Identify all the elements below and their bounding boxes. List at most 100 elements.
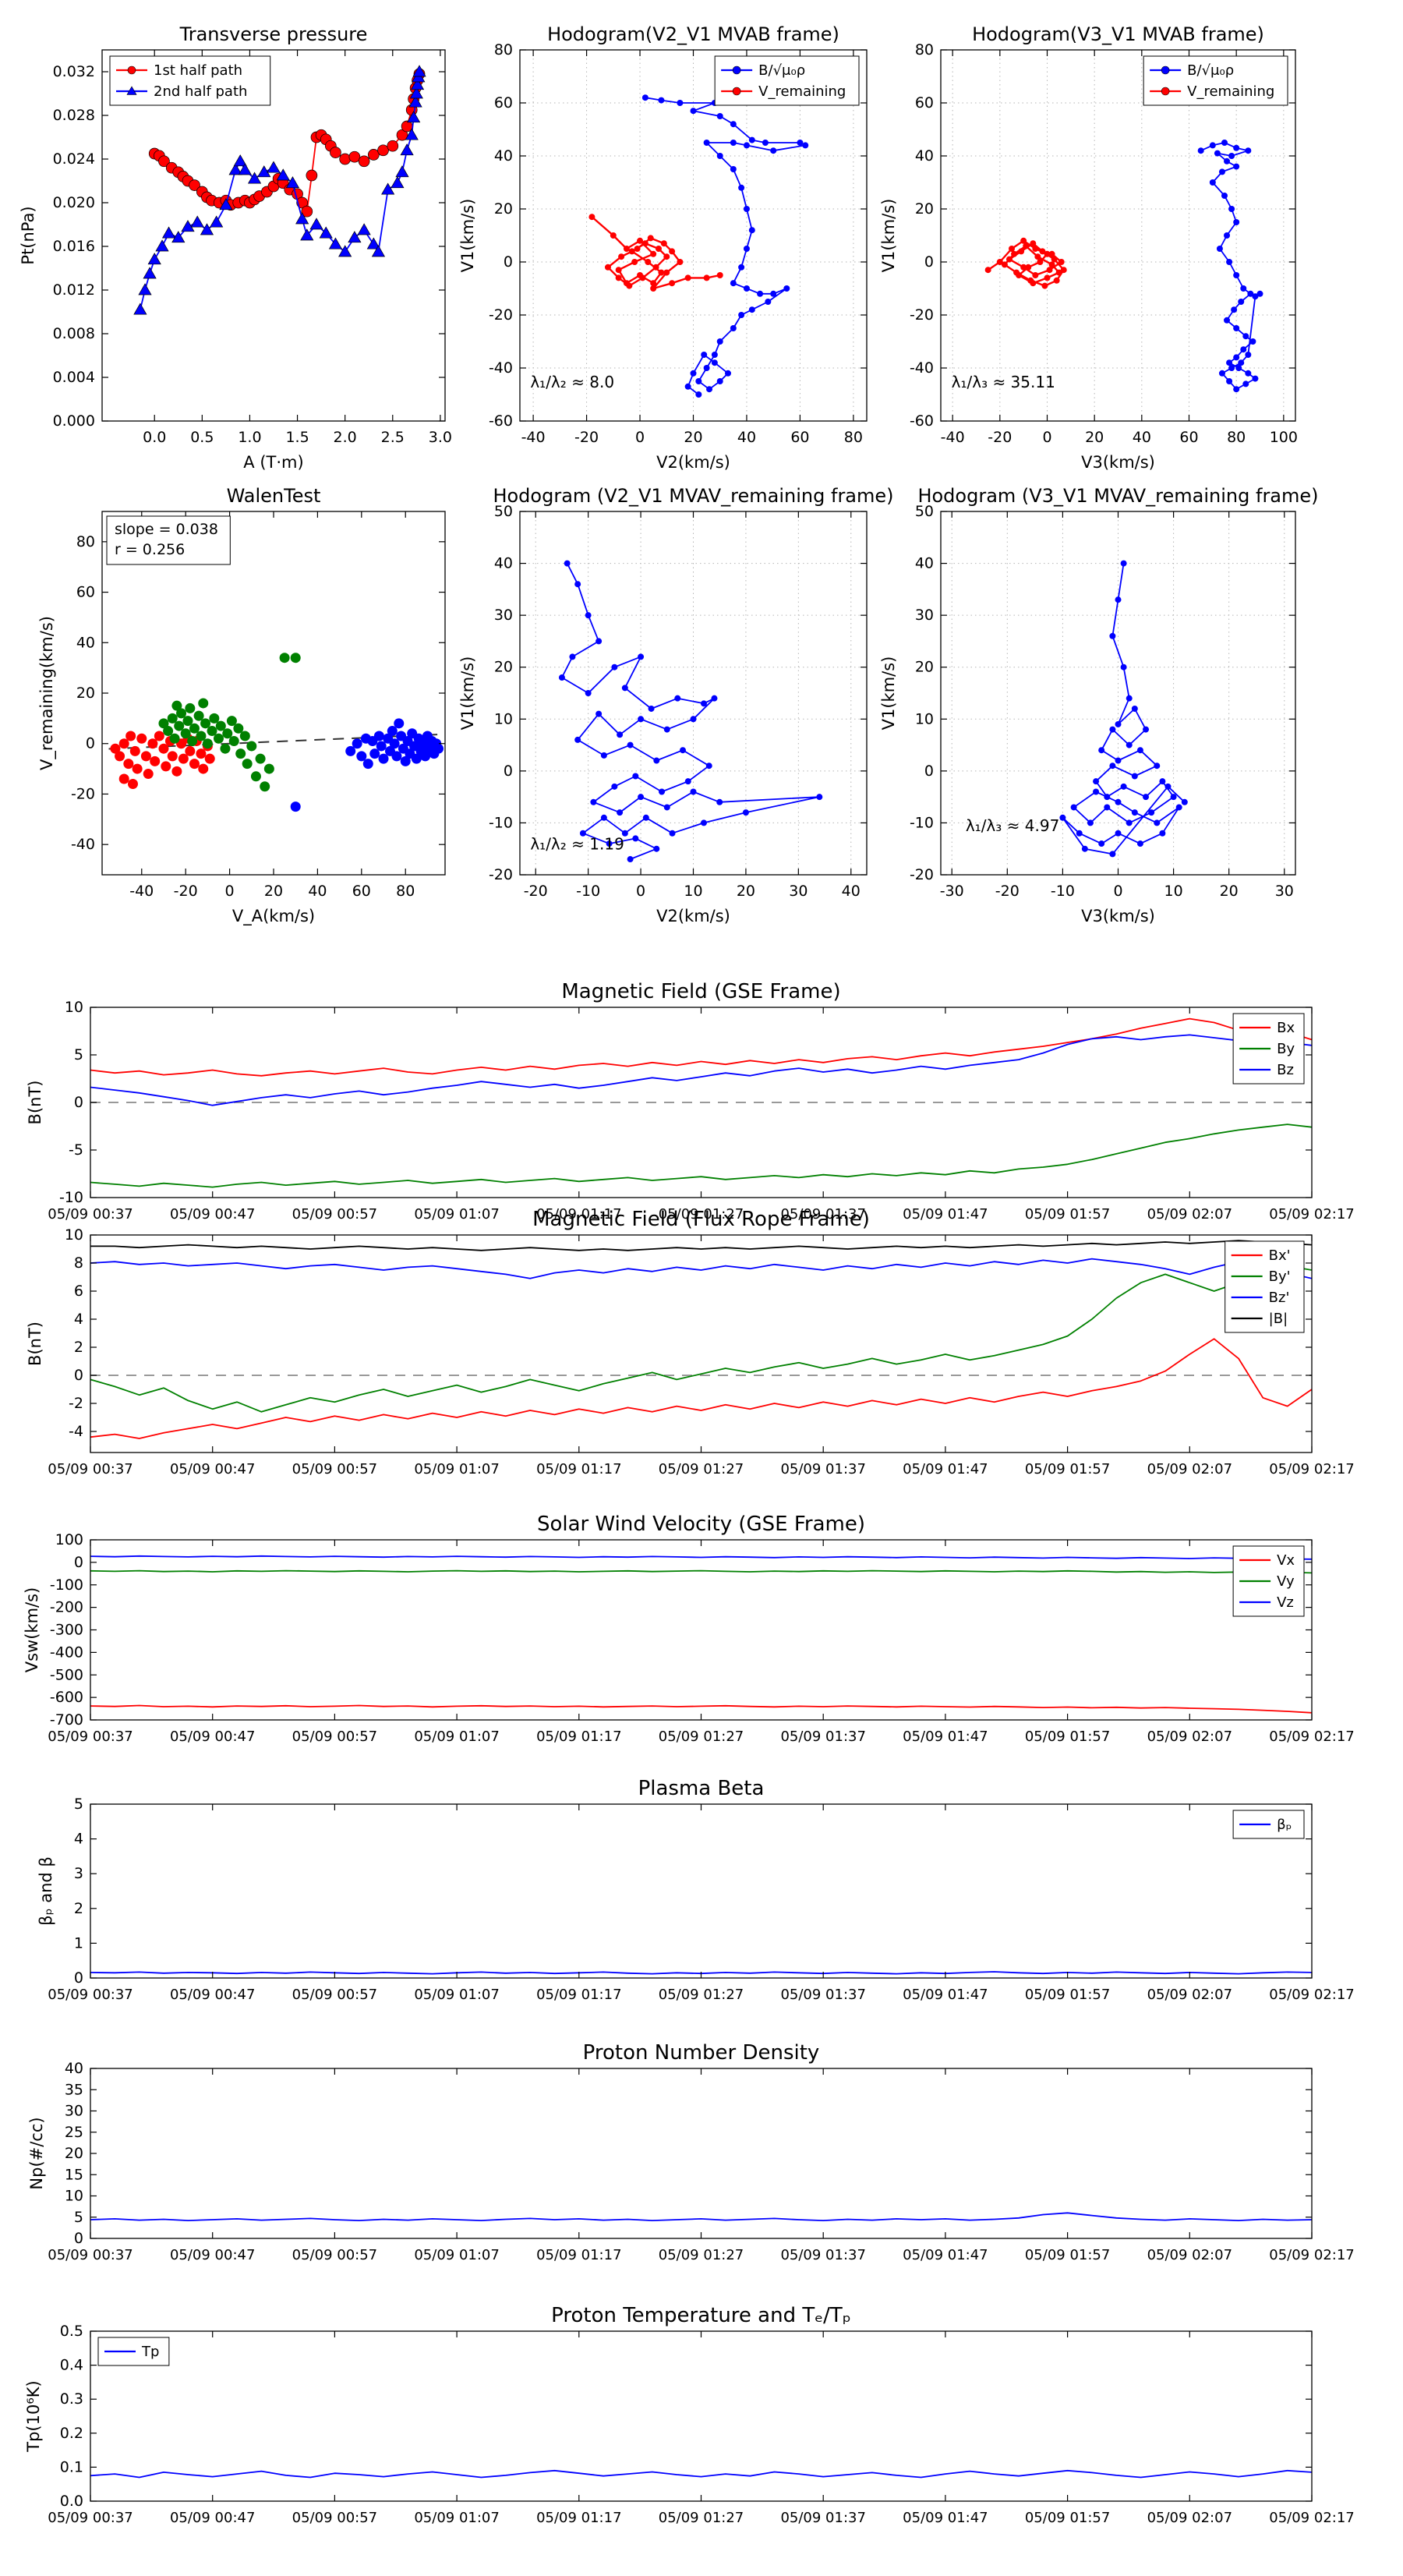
svg-text:05/09 01:27: 05/09 01:27: [659, 1729, 744, 1745]
svg-text:Bz: Bz: [1277, 1062, 1294, 1078]
svg-text:05/09 00:37: 05/09 00:37: [48, 1206, 133, 1223]
svg-text:0.4: 0.4: [60, 2357, 83, 2374]
svg-text:6: 6: [74, 1283, 83, 1300]
svg-text:80: 80: [494, 41, 513, 58]
svg-text:20: 20: [915, 659, 934, 676]
svg-text:Proton Temperature and Tₑ/Tₚ: Proton Temperature and Tₑ/Tₚ: [551, 2304, 851, 2327]
svg-text:A (T·m): A (T·m): [243, 453, 303, 472]
svg-text:30: 30: [494, 607, 513, 624]
svg-text:40: 40: [65, 2060, 83, 2077]
svg-text:30: 30: [65, 2103, 83, 2120]
svg-text:0.016: 0.016: [53, 238, 95, 255]
svg-text:05/09 00:57: 05/09 00:57: [292, 2510, 377, 2526]
svg-text:05/09 01:27: 05/09 01:27: [659, 2510, 744, 2526]
svg-text:0.0: 0.0: [143, 429, 166, 446]
svg-text:8: 8: [74, 1254, 83, 1272]
panel-beta: 05/09 00:37 05/09 00:47 05/09 00:57 05/09 0…: [37, 1777, 1355, 2003]
svg-text:0: 0: [635, 429, 645, 446]
svg-text:40: 40: [915, 147, 934, 165]
svg-text:05/09 00:57: 05/09 00:57: [292, 1206, 377, 1223]
svg-text:20: 20: [684, 429, 702, 446]
svg-text:05/09 01:37: 05/09 01:37: [780, 1729, 865, 1745]
svg-text:05/09 00:37: 05/09 00:37: [48, 1461, 133, 1477]
svg-text:05/09 00:37: 05/09 00:37: [48, 2247, 133, 2263]
svg-text:20: 20: [76, 685, 95, 702]
svg-text:βₚ: βₚ: [1277, 1817, 1292, 1833]
svg-text:0.1: 0.1: [60, 2458, 83, 2475]
svg-text:-40: -40: [521, 429, 546, 446]
svg-text:30: 30: [1275, 883, 1294, 900]
svg-text:Magnetic Field (GSE Frame): Magnetic Field (GSE Frame): [561, 980, 840, 1003]
svg-text:60: 60: [1179, 429, 1198, 446]
svg-text:05/09 01:17: 05/09 01:17: [536, 2510, 621, 2526]
svg-text:05/09 01:27: 05/09 01:27: [659, 2247, 744, 2263]
svg-text:V1(km/s): V1(km/s): [458, 656, 477, 731]
svg-text:80: 80: [76, 533, 95, 550]
svg-text:05/09 02:07: 05/09 02:07: [1147, 2247, 1232, 2263]
svg-text:05/09 01:07: 05/09 01:07: [414, 2510, 499, 2526]
svg-text:05/09 00:37: 05/09 00:37: [48, 1987, 133, 2003]
svg-text:Hodogram (V3_V1 MVAV_remaining: Hodogram (V3_V1 MVAV_remaining frame): [917, 485, 1318, 507]
svg-text:10: 10: [65, 2188, 83, 2205]
svg-text:05/09 01:47: 05/09 01:47: [903, 1987, 988, 2003]
svg-text:V3(km/s): V3(km/s): [1081, 453, 1155, 472]
svg-text:05/09 01:37: 05/09 01:37: [780, 1987, 865, 2003]
svg-text:05/09 00:47: 05/09 00:47: [170, 2247, 255, 2263]
svg-text:0: 0: [74, 1094, 83, 1111]
svg-text:05/09 02:17: 05/09 02:17: [1269, 1206, 1354, 1223]
svg-text:0.032: 0.032: [53, 63, 95, 80]
svg-text:05/09 02:07: 05/09 02:07: [1147, 1729, 1232, 1745]
svg-text:2: 2: [74, 1900, 83, 1917]
svg-text:-60: -60: [489, 412, 513, 430]
svg-text:2: 2: [74, 1339, 83, 1356]
svg-text:40: 40: [915, 555, 934, 572]
svg-text:05/09 00:47: 05/09 00:47: [170, 1729, 255, 1745]
svg-text:λ₁/λ₃ ≈ 4.97: λ₁/λ₃ ≈ 4.97: [966, 816, 1059, 835]
panel-b-gse: 05/09 00:37 05/09 00:47 05/09 00:57 05/09 0…: [26, 980, 1355, 1223]
svg-text:30: 30: [789, 883, 808, 900]
svg-text:05/09 00:57: 05/09 00:57: [292, 1461, 377, 1477]
svg-text:60: 60: [494, 94, 513, 111]
svg-text:1.0: 1.0: [238, 429, 261, 446]
svg-text:-400: -400: [50, 1644, 83, 1661]
svg-text:Vx: Vx: [1277, 1552, 1295, 1569]
svg-text:20: 20: [915, 200, 934, 218]
svg-text:-20: -20: [174, 883, 198, 900]
svg-text:Bx: Bx: [1277, 1020, 1295, 1036]
svg-text:0: 0: [504, 763, 513, 780]
svg-text:V_remaining(km/s): V_remaining(km/s): [37, 616, 57, 770]
svg-text:-5: -5: [69, 1141, 83, 1159]
svg-text:05/09 00:47: 05/09 00:47: [170, 1206, 255, 1223]
svg-text:60: 60: [76, 584, 95, 601]
svg-text:80: 80: [396, 883, 415, 900]
svg-text:-10: -10: [910, 814, 934, 831]
panel-tp: 05/09 00:37 05/09 00:47 05/09 00:57 05/09 0…: [24, 2304, 1355, 2526]
svg-text:0.004: 0.004: [53, 369, 95, 386]
svg-text:V1(km/s): V1(km/s): [879, 656, 898, 731]
svg-text:0.000: 0.000: [53, 412, 95, 430]
svg-text:05/09 01:57: 05/09 01:57: [1025, 2247, 1110, 2263]
svg-text:-10: -10: [1051, 883, 1075, 900]
svg-text:40: 40: [76, 634, 95, 651]
svg-text:05/09 01:07: 05/09 01:07: [414, 1987, 499, 2003]
svg-text:3.0: 3.0: [429, 429, 452, 446]
svg-text:0.5: 0.5: [190, 429, 214, 446]
svg-text:0.012: 0.012: [53, 281, 95, 299]
svg-text:20: 20: [737, 883, 755, 900]
svg-text:40: 40: [308, 883, 327, 900]
svg-text:05/09 01:07: 05/09 01:07: [414, 2247, 499, 2263]
svg-text:40: 40: [1133, 429, 1151, 446]
panel-transverse-pressure: 0.0 0.5 1.0 1.5 2.0 2.5 3.0 0.000 0.004 0.008 0.01…: [19, 23, 452, 472]
svg-text:0.0: 0.0: [60, 2493, 83, 2510]
svg-text:slope = 0.038: slope = 0.038: [115, 521, 218, 538]
svg-text:05/09 00:57: 05/09 00:57: [292, 1729, 377, 1745]
svg-text:B/√μ₀ρ: B/√μ₀ρ: [1187, 62, 1234, 79]
svg-text:05/09 02:17: 05/09 02:17: [1269, 2510, 1354, 2526]
svg-text:05/09 02:17: 05/09 02:17: [1269, 1987, 1354, 2003]
svg-text:Tp(10⁶K): Tp(10⁶K): [24, 2380, 43, 2452]
svg-text:05/09 01:27: 05/09 01:27: [659, 1461, 744, 1477]
svg-text:WalenTest: WalenTest: [227, 485, 321, 507]
svg-text:Bz': Bz': [1269, 1290, 1290, 1306]
svg-text:15: 15: [65, 2166, 83, 2183]
